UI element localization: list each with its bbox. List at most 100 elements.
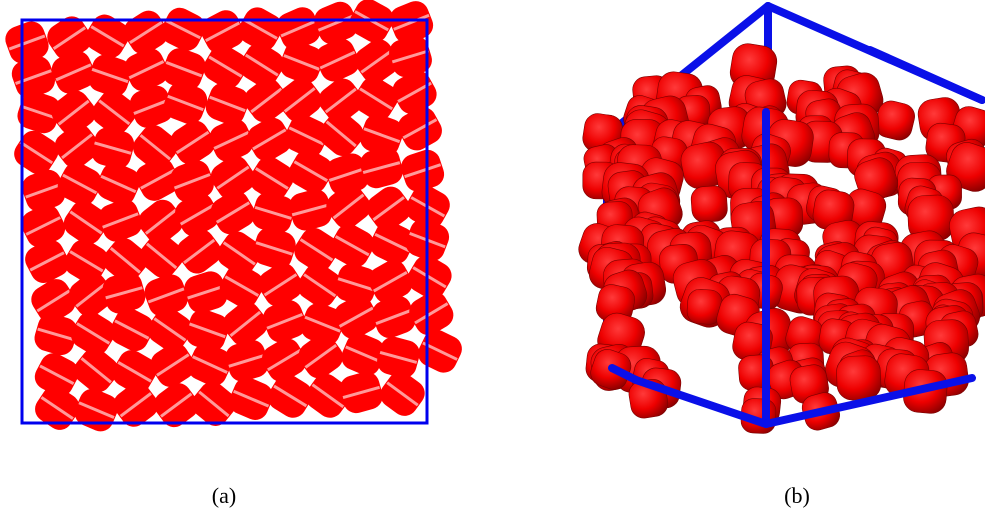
edge (608, 364, 640, 384)
particle-stripe (100, 174, 137, 194)
particle (113, 382, 159, 427)
particle (360, 146, 403, 189)
particle-stripe (412, 266, 447, 289)
particle-stripe (324, 87, 357, 114)
particle (47, 16, 92, 61)
particle-stripe (102, 212, 139, 229)
particle-stripe (25, 216, 61, 236)
particle (315, 38, 360, 82)
particle-stripe (299, 238, 334, 262)
particle (277, 77, 322, 122)
particle-stripe (267, 349, 302, 372)
particle (92, 90, 137, 135)
particle-stripe (91, 67, 129, 84)
particle (354, 39, 399, 84)
particle (409, 291, 454, 336)
particle (209, 118, 254, 162)
particle-stripe (254, 167, 289, 190)
edge (866, 46, 985, 104)
particle-stripe (109, 247, 141, 274)
particle-stripe (311, 383, 345, 409)
particle-stripe (69, 210, 103, 235)
particle (64, 239, 109, 284)
particle-stripe (37, 327, 75, 342)
particle-stripe (243, 18, 278, 40)
particle (135, 157, 180, 201)
particle-stripe (402, 118, 438, 140)
particle-stripe (39, 364, 75, 385)
particle (288, 149, 333, 193)
particle (85, 14, 130, 59)
particle (252, 227, 296, 270)
particle (176, 229, 222, 274)
particle (124, 48, 169, 92)
particle-stripe (254, 205, 292, 220)
particle-stripe (229, 310, 262, 337)
particle-stripe (117, 360, 152, 383)
particle (401, 149, 445, 192)
particle (284, 114, 329, 158)
particle (88, 54, 132, 97)
particle-stripe (61, 133, 93, 160)
particle (238, 7, 283, 51)
edge (632, 376, 770, 428)
particle-stripe (75, 281, 108, 308)
particle-stripe (19, 141, 54, 165)
particle-stripe (334, 235, 370, 257)
particle-stripe (204, 21, 241, 42)
particle-stripe (391, 49, 430, 64)
particle (35, 386, 80, 430)
particle-stripe (404, 163, 442, 179)
particle-stripe (90, 25, 125, 48)
particle-stripe (175, 130, 210, 155)
particle (57, 162, 102, 206)
particle-stripe (328, 166, 366, 182)
particle-stripe (379, 350, 418, 364)
particle (225, 339, 269, 382)
panel-a (5, 0, 462, 432)
particle (154, 383, 199, 428)
particle-stripe (280, 19, 317, 38)
particle (102, 272, 146, 314)
particle-stripe (342, 385, 381, 399)
particle (70, 311, 116, 356)
particle-stripe (252, 128, 287, 151)
particle-stripe (165, 61, 203, 78)
particle (219, 264, 264, 308)
particle-stripe (128, 60, 165, 80)
particle (334, 263, 378, 306)
particle-stripe (266, 312, 303, 330)
particle (372, 295, 416, 338)
particle-stripe (25, 182, 62, 199)
particle (279, 41, 324, 84)
particle (123, 10, 169, 55)
particle-stripe (375, 308, 413, 326)
particle (239, 43, 284, 87)
particle (289, 189, 332, 231)
particle-stripe (288, 126, 325, 146)
particle (314, 1, 358, 45)
particle-stripe (189, 322, 226, 339)
particle (326, 184, 371, 229)
particle-stripe (183, 238, 216, 265)
particle (276, 7, 321, 50)
particle-stripe (244, 53, 279, 77)
particle-stripe (304, 315, 341, 333)
particle (330, 224, 375, 268)
particle-stripe (78, 401, 115, 419)
particle (407, 255, 452, 300)
particle-stripe (250, 87, 283, 114)
particle-stripe (98, 99, 131, 126)
particle (262, 338, 307, 382)
particle (170, 120, 215, 165)
particle (112, 350, 157, 394)
box-2d (20, 18, 429, 425)
particle-stripe (283, 87, 316, 113)
particle (150, 343, 195, 387)
particle (205, 82, 250, 126)
particle (162, 48, 206, 91)
particle-stripe (69, 250, 104, 273)
particle (268, 374, 313, 418)
particle-stripe (372, 196, 405, 222)
